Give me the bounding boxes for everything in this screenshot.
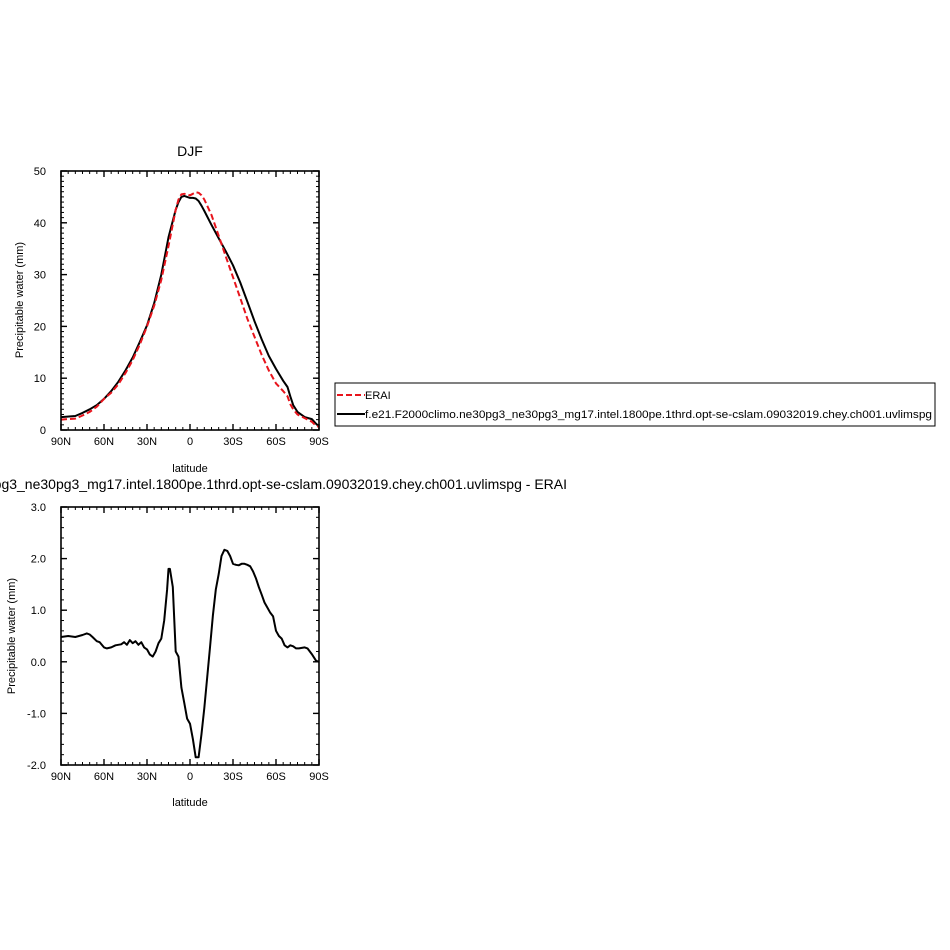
series-line-0 bbox=[60, 191, 320, 428]
legend-box bbox=[334, 382, 936, 427]
panel-1-xlabel: latitude bbox=[172, 463, 207, 475]
panel-1-ylabel: Precipitable water (mm) bbox=[14, 242, 26, 358]
y-tick-label: 40 bbox=[34, 218, 46, 230]
x-tick-label: 90N bbox=[51, 436, 71, 448]
x-tick-label: 60N bbox=[94, 436, 114, 448]
panel-2-xlabel: latitude bbox=[172, 797, 207, 809]
panel-2-series bbox=[60, 548, 320, 759]
panel-difference: f.e21.F2000climo.ne30pg3_ne30pg3_mg17.in… bbox=[0, 476, 567, 809]
y-tick-label: 50 bbox=[34, 166, 46, 178]
x-tick-label: 30N bbox=[137, 771, 157, 783]
x-tick-label: 60N bbox=[94, 771, 114, 783]
y-tick-label: 1.0 bbox=[31, 605, 46, 617]
x-tick-label: 0 bbox=[187, 771, 193, 783]
panel-1-ticks: 90N 60N 30N 0 30S 60S 90S 0 10 20 30 40 50 bbox=[34, 166, 329, 448]
x-tick-label: 90S bbox=[309, 771, 329, 783]
y-tick-label: 30 bbox=[34, 270, 46, 282]
y-tick-label: 3.0 bbox=[31, 502, 46, 514]
panel-1-frame bbox=[60, 170, 320, 431]
panel-1-series bbox=[60, 191, 320, 428]
panel-1-title: DJF bbox=[177, 143, 203, 159]
panel-2-title: f.e21.F2000climo.ne30pg3_ne30pg3_mg17.in… bbox=[0, 476, 567, 492]
legend-label-erai: ERAI bbox=[365, 390, 391, 402]
legend: ERAI f.e21.F2000climo.ne30pg3_ne30pg3_mg… bbox=[334, 382, 936, 427]
x-tick-label: 60S bbox=[266, 771, 286, 783]
y-tick-label: 0 bbox=[40, 425, 46, 437]
y-tick-label: -2.0 bbox=[27, 760, 46, 772]
x-tick-label: 90N bbox=[51, 771, 71, 783]
legend-label-model: f.e21.F2000climo.ne30pg3_ne30pg3_mg17.in… bbox=[365, 409, 932, 421]
y-tick-label: 20 bbox=[34, 321, 46, 333]
panel-2-ticks: 90N 60N 30N 0 30S 60S 90S -2.0 -1.0 0.0 1.0 2.0 3.0 bbox=[27, 502, 329, 783]
y-tick-label: -1.0 bbox=[27, 708, 46, 720]
x-tick-label: 60S bbox=[266, 436, 286, 448]
series-line-1 bbox=[60, 194, 320, 428]
x-tick-label: 30S bbox=[223, 771, 243, 783]
y-tick-label: 10 bbox=[34, 373, 46, 385]
series-line-0 bbox=[60, 548, 320, 759]
panel-2-ylabel: Precipitable water (mm) bbox=[6, 578, 18, 694]
x-tick-label: 90S bbox=[309, 436, 329, 448]
y-tick-label: 2.0 bbox=[31, 554, 46, 566]
panel-2-frame bbox=[60, 506, 320, 766]
y-tick-label: 0.0 bbox=[31, 657, 46, 669]
panel-climatology: DJF Precipitable water (mm) latitude 90N… bbox=[14, 143, 329, 475]
x-tick-label: 30N bbox=[137, 436, 157, 448]
x-tick-label: 30S bbox=[223, 436, 243, 448]
x-tick-label: 0 bbox=[187, 436, 193, 448]
